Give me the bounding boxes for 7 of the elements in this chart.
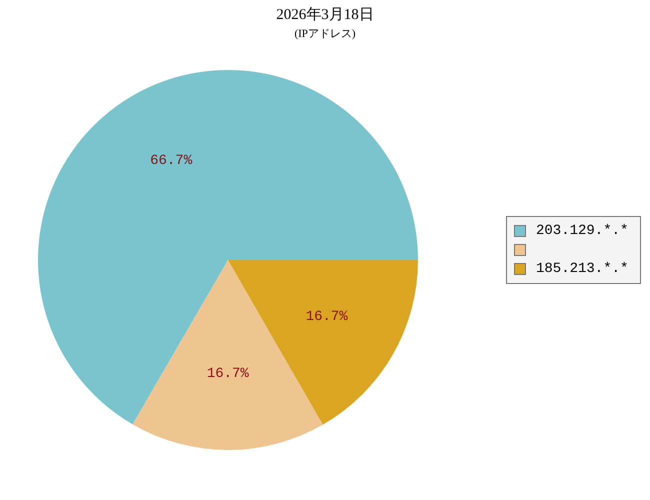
data-label: 16.7% [306,309,348,326]
legend-label: 185.213.*.* [536,261,628,277]
chart-title: 2026年3月18日 [276,7,374,23]
data-label: 16.7% [206,366,249,382]
chart-subtitle: (IPアドレス) [294,28,356,40]
data-label: 66.7% [150,153,192,170]
legend-label: 203.129.*.* [536,223,628,239]
